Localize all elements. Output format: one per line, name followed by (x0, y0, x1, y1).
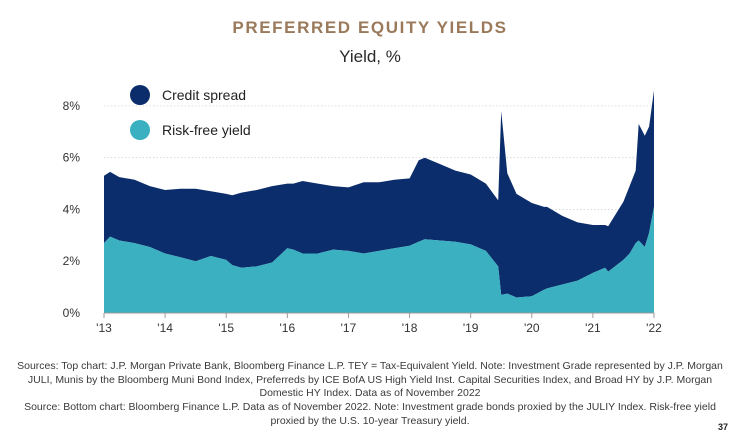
legend-swatch-credit-spread (130, 85, 150, 105)
legend: Credit spread Risk-free yield (130, 85, 251, 140)
source-line: Sources: Top chart: J.P. Morgan Private … (17, 360, 723, 372)
source-line: Domestic HY Index. Data as of November 2… (259, 387, 481, 400)
x-tick-label: '22 (646, 321, 662, 335)
source-line: JULI, Munis by the Bloomberg Muni Bond I… (27, 373, 713, 386)
page-title: PREFERRED EQUITY YIELDS (232, 18, 508, 37)
x-tick-label: '19 (463, 321, 479, 335)
x-tick-label: '18 (402, 321, 418, 335)
chart: 0% 2% 4% 6% 8% '13 '14 '15 '16 '17 '18 '19 '20 '21 '2… (63, 85, 662, 335)
credit-spread-area (104, 90, 654, 298)
y-tick-label: 2% (63, 254, 81, 268)
page-number: 37 (717, 422, 728, 432)
x-tick-label: '21 (585, 321, 601, 335)
x-tick-label: '13 (96, 321, 112, 335)
sources-note: Sources: Top chart: J.P. Morgan Private … (0, 360, 740, 429)
source-line: proxied by the U.S. 10-year Treasury yie… (270, 414, 470, 427)
x-tick-label: '15 (218, 321, 234, 335)
x-tick-label: '16 (280, 321, 296, 335)
y-tick-label: 8% (63, 99, 81, 113)
y-tick-label: 6% (63, 151, 81, 165)
risk-free-area (104, 206, 654, 313)
source-line: Source: Bottom chart: Bloomberg Finance … (24, 401, 716, 414)
y-tick-label: 0% (63, 306, 81, 320)
legend-label-risk-free: Risk-free yield (162, 122, 251, 138)
y-tick-label: 4% (63, 202, 81, 216)
x-tick-label: '20 (524, 321, 540, 335)
x-tick-label: '17 (341, 321, 357, 335)
x-axis-ticks: '13 '14 '15 '16 '17 '18 '19 '20 '21 '22 (96, 313, 662, 335)
x-tick-label: '14 (157, 321, 173, 335)
legend-label-credit-spread: Credit spread (162, 87, 246, 103)
chart-subtitle: Yield, % (339, 47, 401, 66)
legend-swatch-risk-free (130, 120, 150, 140)
y-axis-ticks: 0% 2% 4% 6% 8% (63, 99, 81, 320)
